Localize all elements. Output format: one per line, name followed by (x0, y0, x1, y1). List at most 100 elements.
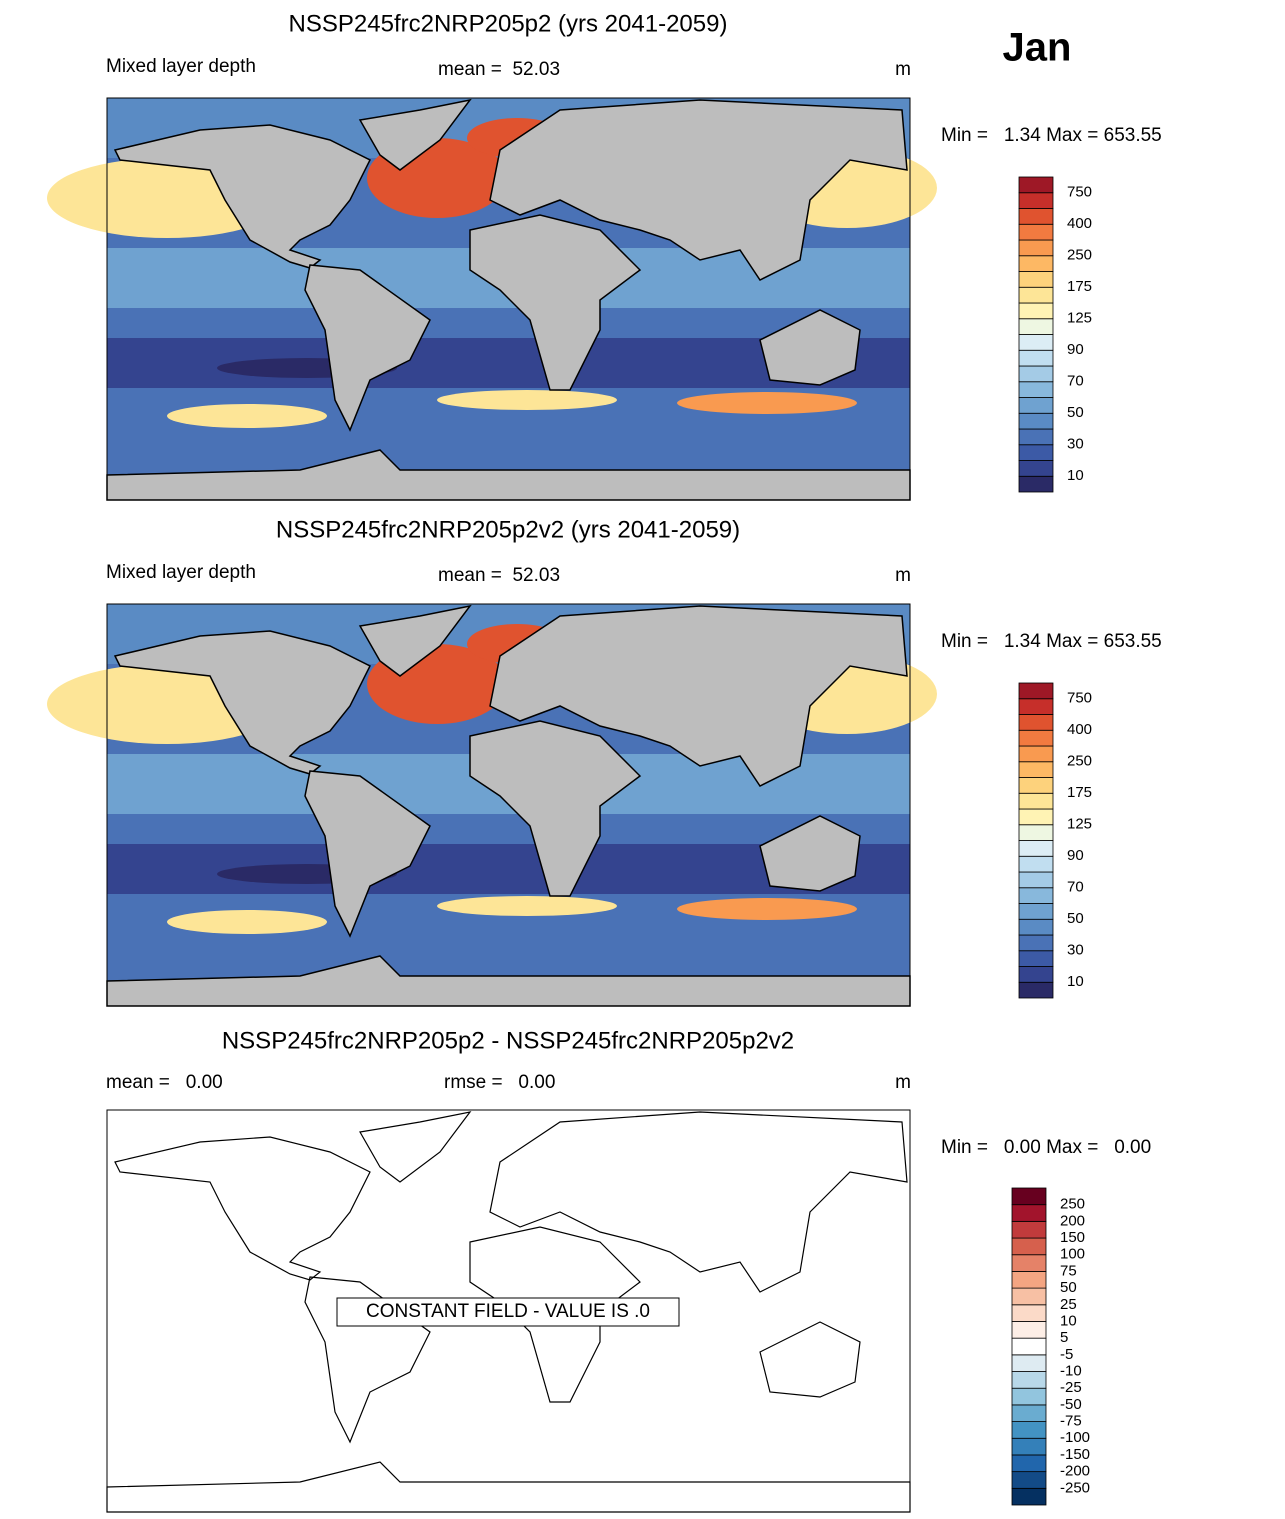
colorbar-label: -10 (1060, 1362, 1082, 1379)
units-label: m (895, 565, 911, 586)
colorbar-label: -250 (1060, 1479, 1090, 1496)
colorbar-label: 175 (1067, 278, 1092, 295)
colorbar-label: 125 (1067, 310, 1092, 327)
left-label: mean = 0.00 (106, 1072, 223, 1093)
colorbar-box (1018, 682, 1054, 700)
colorbar-label: 10 (1067, 973, 1084, 990)
colorbar-label: 150 (1060, 1229, 1085, 1246)
colorbar-box (1011, 1487, 1047, 1506)
colorbar-box (1018, 714, 1054, 731)
colorbar-box (1018, 176, 1054, 194)
colorbar-box (1011, 1287, 1047, 1306)
colorbar-box (1011, 1220, 1047, 1239)
colorbar-box (1018, 460, 1054, 477)
colorbar-box (1011, 1437, 1047, 1456)
colorbar-box (1018, 444, 1054, 461)
colorbar-label: 100 (1060, 1246, 1085, 1263)
colorbar-box (1018, 397, 1054, 414)
colorbar-box (1018, 349, 1054, 367)
colorbar-label: 250 (1060, 1196, 1085, 1213)
colorbar-box (1018, 271, 1054, 288)
colorbar-box (1018, 745, 1054, 763)
colorbar-box (1018, 950, 1054, 967)
colorbar-label: 750 (1067, 690, 1092, 707)
colorbar-box (1018, 871, 1054, 889)
center-label: mean = 52.03 (438, 59, 560, 80)
colorbar-label: 50 (1060, 1279, 1077, 1296)
colorbar-box (1018, 318, 1054, 335)
colorbar-label: 5 (1060, 1329, 1068, 1346)
maps (47, 97, 937, 1513)
colorbar-box (1011, 1271, 1047, 1289)
map (47, 97, 937, 501)
colorbar-box (1018, 808, 1054, 826)
colorbar-box (1011, 1421, 1047, 1439)
colorbar-box (1018, 981, 1054, 999)
center-label: mean = 52.03 (438, 565, 560, 586)
colorbar-box (1011, 1454, 1047, 1473)
colorbar-box (1011, 1371, 1047, 1389)
colorbar-label: 70 (1067, 879, 1084, 896)
colorbar-box (1018, 334, 1054, 351)
colorbar-box (1018, 887, 1054, 904)
colorbar-label: 250 (1067, 753, 1092, 770)
panel-title: NSSP245frc2NRP205p2 - NSSP245frc2NRP205p… (222, 1027, 794, 1054)
colorbar-box (1018, 777, 1054, 794)
panel-title: NSSP245frc2NRP205p2v2 (yrs 2041-2059) (276, 516, 740, 543)
colorbar-label: 10 (1060, 1312, 1077, 1329)
colorbar-box (1018, 698, 1054, 715)
colorbar-box (1018, 239, 1054, 257)
colorbar-box (1018, 192, 1054, 209)
colorbar-box (1018, 840, 1054, 857)
colorbar-box (1018, 903, 1054, 920)
colorbar-box (1011, 1471, 1047, 1489)
units-label: m (895, 59, 911, 80)
colorbar-box (1011, 1354, 1047, 1372)
colorbar-box (1011, 1204, 1047, 1222)
colorbar-label: 10 (1067, 467, 1084, 484)
colorbar-box (1011, 1254, 1047, 1272)
min-max-label: Min = 1.34 Max = 653.55 (941, 631, 1162, 652)
map (106, 1109, 911, 1513)
colorbar-label: 70 (1067, 373, 1084, 390)
colorbar-label: 250 (1067, 247, 1092, 264)
colorbar-box (1018, 255, 1054, 272)
colorbar-label: -150 (1060, 1446, 1090, 1463)
colorbar-box (1018, 365, 1054, 383)
colorbar-label: 125 (1067, 816, 1092, 833)
colorbar-label: 50 (1067, 910, 1084, 927)
colorbar-box (1011, 1404, 1047, 1422)
units-label: m (895, 1072, 911, 1093)
panel-title: NSSP245frc2NRP205p2 (yrs 2041-2059) (289, 10, 728, 37)
colorbar-box (1011, 1337, 1047, 1356)
colorbar-label: 400 (1067, 721, 1092, 738)
colorbar-box (1018, 761, 1054, 778)
colorbar-label: -5 (1060, 1346, 1073, 1363)
colorbar-label: 30 (1067, 942, 1084, 959)
colorbar-label: 90 (1067, 847, 1084, 864)
colorbar-box (1018, 475, 1054, 493)
colorbar-label: 750 (1067, 184, 1092, 201)
left-label: Mixed layer depth (106, 56, 256, 77)
left-label: Mixed layer depth (106, 562, 256, 583)
colorbar-label: -100 (1060, 1429, 1090, 1446)
colorbar-label: -75 (1060, 1413, 1082, 1430)
map (47, 603, 937, 1007)
colorbar-label: 90 (1067, 341, 1084, 358)
colorbar-box (1018, 428, 1054, 446)
colorbar-box (1011, 1387, 1047, 1406)
colorbar-label: 175 (1067, 784, 1092, 801)
colorbar-box (1018, 223, 1054, 241)
colorbar-label: 75 (1060, 1262, 1077, 1279)
colorbar-label: 50 (1067, 404, 1084, 421)
colorbar-label: 400 (1067, 215, 1092, 232)
colorbar-box (1018, 934, 1054, 952)
annotation: CONSTANT FIELD - VALUE IS .0 (366, 1301, 650, 1322)
colorbar-box (1018, 302, 1054, 320)
colorbar-box (1018, 729, 1054, 747)
colorbar-box (1011, 1304, 1047, 1322)
colorbar-label: 25 (1060, 1296, 1077, 1313)
colorbar-box (1011, 1321, 1047, 1339)
colorbar-box (1018, 855, 1054, 873)
